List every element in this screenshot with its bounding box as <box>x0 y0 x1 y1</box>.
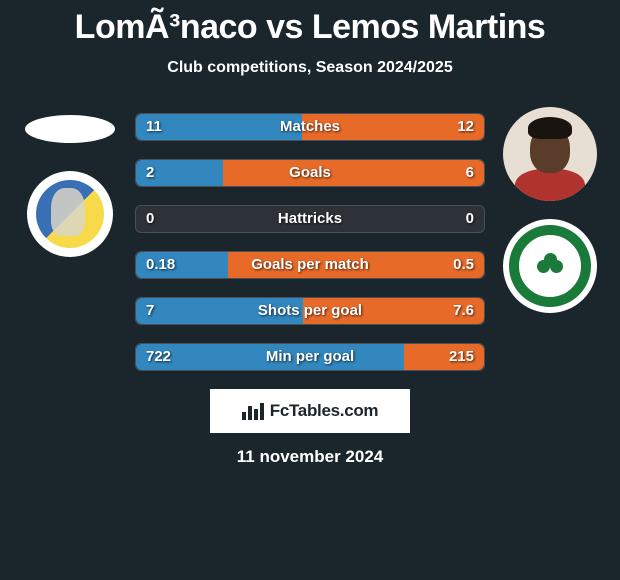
stat-value-right: 0.5 <box>453 256 474 273</box>
stat-row: 2Goals6 <box>135 159 485 187</box>
brand-badge: FcTables.com <box>210 389 410 433</box>
brand-text: FcTables.com <box>270 401 379 421</box>
stat-row: 7Shots per goal7.6 <box>135 297 485 325</box>
stats-bars: 11Matches12 2Goals6 0Hattricks0 0.18Goals p… <box>135 107 485 371</box>
right-player-avatar <box>503 107 597 201</box>
left-club-badge <box>27 171 113 257</box>
stat-label: Matches <box>136 118 484 135</box>
stat-label: Goals per match <box>136 256 484 273</box>
left-player-avatar <box>25 115 115 143</box>
stat-row: 0Hattricks0 <box>135 205 485 233</box>
left-player-column <box>15 107 125 257</box>
page-title: LomÃ³naco vs Lemos Martins <box>0 0 620 47</box>
stat-row: 11Matches12 <box>135 113 485 141</box>
stat-label: Min per goal <box>136 348 484 365</box>
stat-value-right: 12 <box>457 118 474 135</box>
stat-value-right: 7.6 <box>453 302 474 319</box>
footer-date: 11 november 2024 <box>0 447 620 467</box>
stat-value-right: 215 <box>449 348 474 365</box>
stat-label: Hattricks <box>136 210 484 227</box>
stat-row: 722Min per goal215 <box>135 343 485 371</box>
stat-row: 0.18Goals per match0.5 <box>135 251 485 279</box>
stat-label: Goals <box>136 164 484 181</box>
stat-value-right: 6 <box>466 164 474 181</box>
comparison-area: 11Matches12 2Goals6 0Hattricks0 0.18Goals p… <box>0 107 620 371</box>
stat-label: Shots per goal <box>136 302 484 319</box>
stat-value-right: 0 <box>466 210 474 227</box>
subtitle: Club competitions, Season 2024/2025 <box>0 59 620 77</box>
right-club-badge <box>503 219 597 313</box>
right-player-column <box>495 107 605 313</box>
brand-chart-icon <box>242 402 264 420</box>
